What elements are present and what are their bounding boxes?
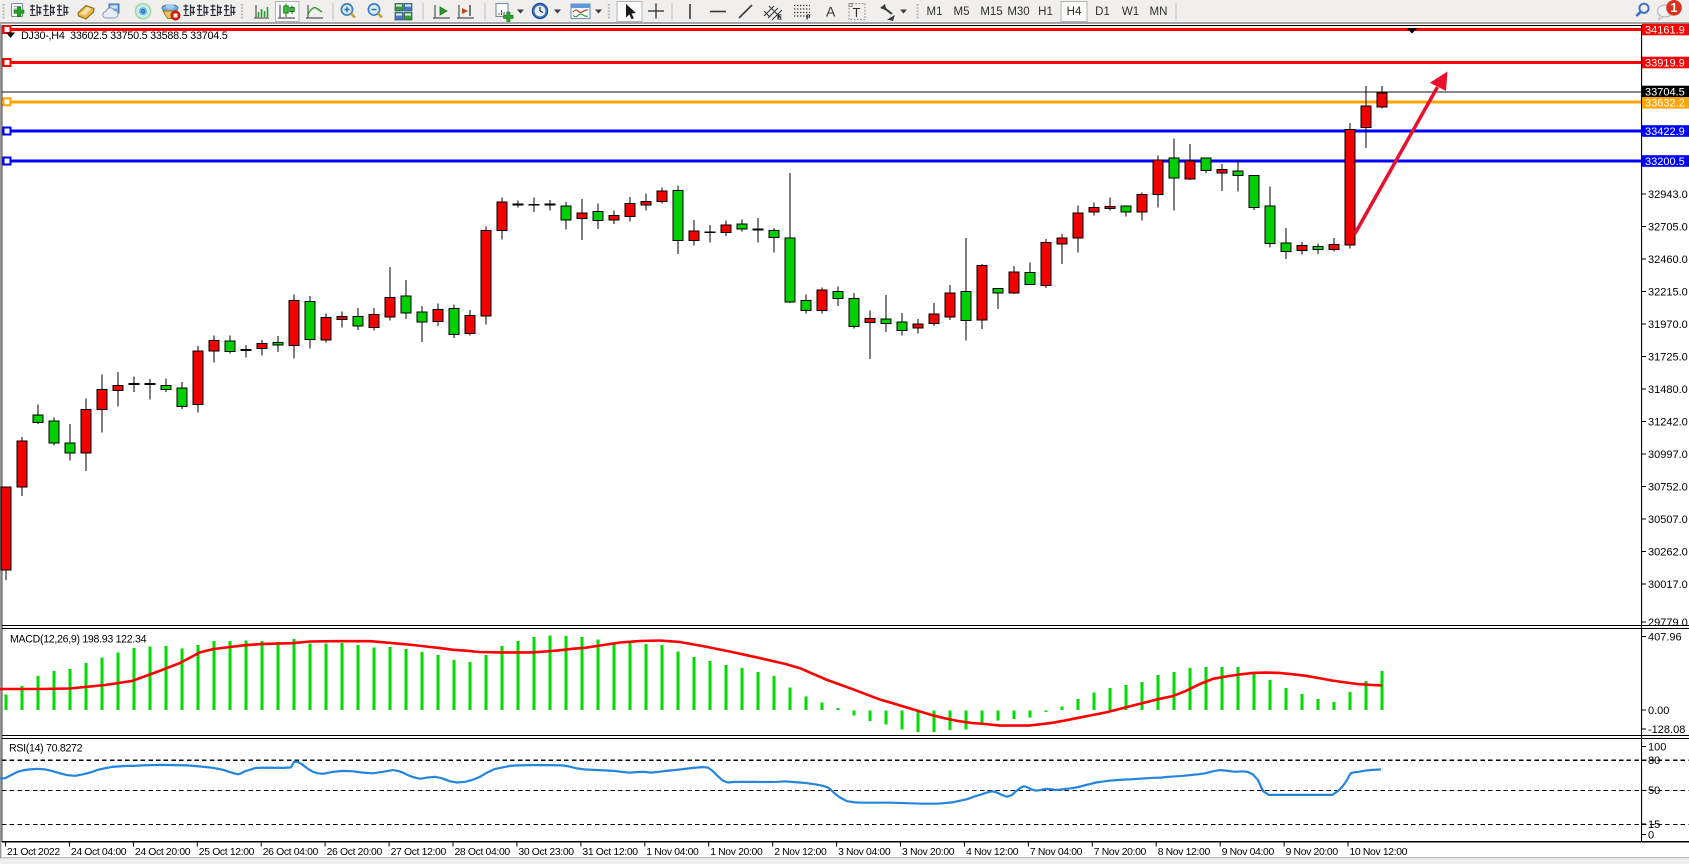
- svg-text:F: F: [806, 13, 811, 22]
- svg-text:33919.9: 33919.9: [1645, 57, 1685, 69]
- svg-text:27 Oct 12:00: 27 Oct 12:00: [391, 847, 447, 858]
- svg-text:3 Nov 04:00: 3 Nov 04:00: [838, 847, 891, 858]
- svg-text:D1: D1: [1095, 6, 1110, 18]
- svg-text:MACD(12,26,9) 198.93 122.34: MACD(12,26,9) 198.93 122.34: [10, 634, 147, 646]
- svg-text:1 Nov 20:00: 1 Nov 20:00: [710, 847, 763, 858]
- svg-text:E: E: [777, 13, 782, 22]
- svg-text:30507.0: 30507.0: [1648, 514, 1688, 526]
- svg-text:30262.0: 30262.0: [1648, 546, 1688, 558]
- svg-text:1 Nov 04:00: 1 Nov 04:00: [646, 847, 699, 858]
- svg-text:29779.0: 29779.0: [1648, 617, 1688, 629]
- svg-text:A: A: [826, 4, 836, 20]
- svg-text:32705.0: 32705.0: [1648, 221, 1688, 233]
- svg-text:DJ30-,H4 33602.5 33750.5 3358: DJ30-,H4 33602.5 33750.5 33588.5 33704.5: [21, 30, 228, 42]
- svg-text:30 Oct 23:00: 30 Oct 23:00: [518, 847, 574, 858]
- svg-text:50: 50: [1648, 785, 1660, 797]
- svg-text:33200.5: 33200.5: [1645, 156, 1685, 168]
- svg-text:31 Oct 12:00: 31 Oct 12:00: [582, 847, 638, 858]
- svg-text:10 Nov 12:00: 10 Nov 12:00: [1350, 847, 1408, 858]
- svg-text:M5: M5: [954, 6, 970, 18]
- svg-text:34161.9: 34161.9: [1645, 24, 1685, 36]
- svg-text:31725.0: 31725.0: [1648, 351, 1688, 363]
- svg-text:30997.0: 30997.0: [1648, 449, 1688, 461]
- svg-text:7 Nov 04:00: 7 Nov 04:00: [1030, 847, 1083, 858]
- svg-text:32215.0: 32215.0: [1648, 286, 1688, 298]
- svg-text:4 Nov 12:00: 4 Nov 12:00: [966, 847, 1019, 858]
- svg-text:28 Oct 04:00: 28 Oct 04:00: [455, 847, 511, 858]
- svg-text:100: 100: [1648, 741, 1666, 753]
- svg-text:24 Oct 20:00: 24 Oct 20:00: [135, 847, 191, 858]
- svg-text:30017.0: 30017.0: [1648, 579, 1688, 591]
- svg-text:25 Oct 12:00: 25 Oct 12:00: [199, 847, 255, 858]
- svg-text:8 Nov 12:00: 8 Nov 12:00: [1158, 847, 1211, 858]
- svg-text:407.96: 407.96: [1648, 631, 1682, 643]
- svg-text:33704.5: 33704.5: [1645, 86, 1685, 98]
- svg-text:26 Oct 04:00: 26 Oct 04:00: [263, 847, 319, 858]
- svg-text:31970.0: 31970.0: [1648, 319, 1688, 331]
- svg-text:32460.0: 32460.0: [1648, 254, 1688, 266]
- svg-text:MN: MN: [1150, 6, 1168, 18]
- svg-text:30752.0: 30752.0: [1648, 481, 1688, 493]
- svg-text:H1: H1: [1038, 6, 1053, 18]
- svg-text:3 Nov 20:00: 3 Nov 20:00: [902, 847, 955, 858]
- svg-text:W1: W1: [1122, 6, 1139, 18]
- svg-text:33422.9: 33422.9: [1645, 126, 1685, 138]
- svg-text:24 Oct 04:00: 24 Oct 04:00: [71, 847, 127, 858]
- svg-text:15: 15: [1648, 819, 1660, 831]
- svg-text:21 Oct 2022: 21 Oct 2022: [7, 847, 60, 858]
- svg-text:M30: M30: [1007, 6, 1029, 18]
- svg-text:M15: M15: [980, 6, 1002, 18]
- svg-text:-128.08: -128.08: [1648, 724, 1685, 736]
- svg-text:0: 0: [1648, 829, 1654, 841]
- svg-text:RSI(14) 70.8272: RSI(14) 70.8272: [9, 743, 83, 755]
- svg-text:M1: M1: [927, 6, 943, 18]
- svg-text:32943.0: 32943.0: [1648, 189, 1688, 201]
- svg-text:31242.0: 31242.0: [1648, 416, 1688, 428]
- svg-text:7 Nov 20:00: 7 Nov 20:00: [1094, 847, 1147, 858]
- svg-text:33632.2: 33632.2: [1645, 98, 1685, 110]
- svg-text:H4: H4: [1067, 6, 1082, 18]
- svg-text:31480.0: 31480.0: [1648, 384, 1688, 396]
- svg-text:9 Nov 04:00: 9 Nov 04:00: [1222, 847, 1275, 858]
- svg-text:80: 80: [1648, 755, 1660, 767]
- svg-text:26 Oct 20:00: 26 Oct 20:00: [327, 847, 383, 858]
- svg-text:0.00: 0.00: [1648, 705, 1669, 717]
- svg-text:1: 1: [1671, 1, 1678, 15]
- svg-text:2 Nov 12:00: 2 Nov 12:00: [774, 847, 827, 858]
- svg-text:T: T: [853, 5, 861, 20]
- svg-text:9 Nov 20:00: 9 Nov 20:00: [1286, 847, 1339, 858]
